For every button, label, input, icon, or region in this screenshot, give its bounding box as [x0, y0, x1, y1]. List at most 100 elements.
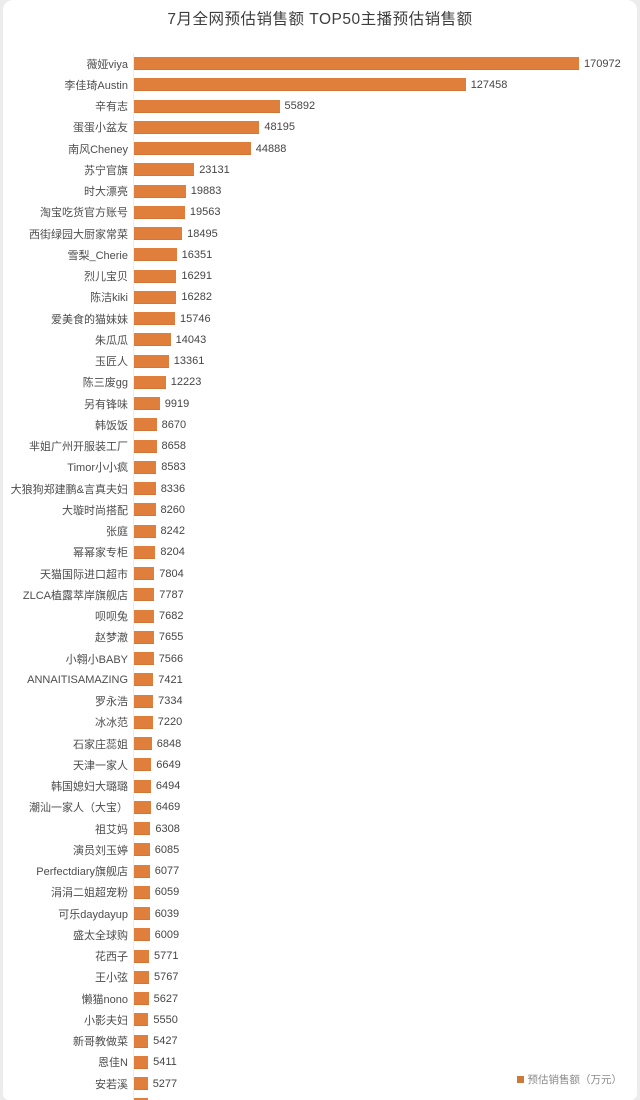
anchor-name-label: 幂幂家专柜 — [73, 547, 128, 560]
bar-row: 大璇时尚搭配 8260 — [3, 499, 637, 521]
bar-row: 玉匠人 13361 — [3, 350, 637, 372]
value-label: 6059 — [154, 886, 180, 899]
bar-row: 小影夫妇 5550 — [3, 1009, 637, 1031]
bar-row: ANNAITISAMAZING 7421 — [3, 669, 637, 691]
bar-row: Perfectdiary旗舰店 6077 — [3, 860, 637, 882]
bar-row: 芈姐广州开服装工厂 8658 — [3, 435, 637, 457]
bar-area: 7804 — [133, 563, 637, 585]
bar-area — [133, 1094, 637, 1100]
value-label: 7220 — [157, 716, 183, 729]
bar-area: 8204 — [133, 541, 637, 563]
value-label: 5277 — [152, 1077, 178, 1090]
bar-row: 陈三废gg 12223 — [3, 371, 637, 393]
bar-area: 8658 — [133, 435, 637, 457]
value-bar — [134, 524, 156, 538]
value-label: 6039 — [154, 907, 180, 920]
anchor-name-label: 朱瓜瓜 — [95, 334, 128, 347]
value-bar — [134, 630, 154, 644]
value-label: 5627 — [153, 992, 179, 1005]
bar-area: 14043 — [133, 329, 637, 351]
bar-area: 6059 — [133, 881, 637, 903]
anchor-name-label: 大璇时尚搭配 — [62, 504, 128, 517]
bar-area: 8336 — [133, 478, 637, 500]
value-bar — [134, 737, 152, 751]
value-label: 55892 — [284, 100, 316, 113]
value-label: 48195 — [264, 121, 295, 134]
bar-area: 5411 — [133, 1051, 637, 1073]
chart-card: 7月全网预估销售额 TOP50主播预估销售额 薇娅viya 170972 李佳琦… — [3, 0, 637, 1100]
value-label: 6848 — [156, 737, 182, 750]
value-label: 170972 — [584, 57, 621, 70]
value-bar — [134, 120, 260, 134]
bar-row: 祖艾妈 6308 — [3, 818, 637, 840]
anchor-name-label: 陈三废gg — [82, 377, 128, 390]
anchor-name-label: 石家庄蕊姐 — [73, 738, 128, 751]
bar-area: 7682 — [133, 605, 637, 627]
bar-area: 7787 — [133, 584, 637, 606]
bar-area: 7566 — [133, 648, 637, 670]
bar-row: 幂幂家专柜 8204 — [3, 541, 637, 563]
bar-area: 18495 — [133, 223, 637, 245]
anchor-name-label: Timor小小疯 — [67, 462, 128, 475]
anchor-name-label: 李佳琦Austin — [64, 79, 128, 92]
bar-row: 时大漂亮 19883 — [3, 180, 637, 202]
anchor-name-label: 小影夫妇 — [84, 1014, 128, 1027]
legend: 预估销售额（万元） — [514, 1071, 624, 1088]
anchor-name-label: 时大漂亮 — [84, 186, 128, 199]
value-bar — [134, 397, 160, 411]
bar-row: 爱美食的猫妹妹 15746 — [3, 308, 637, 330]
anchor-name-label: 爱美食的猫妹妹 — [51, 313, 128, 326]
anchor-name-label: 玉匠人 — [95, 356, 128, 369]
value-label: 7787 — [159, 588, 184, 601]
bar-row: 演员刘玉婷 6085 — [3, 839, 637, 861]
anchor-name-label: 演员刘玉婷 — [73, 844, 128, 857]
anchor-name-label: 懒猫nono — [81, 993, 128, 1006]
bar-area: 44888 — [133, 138, 637, 160]
bar-area: 13361 — [133, 350, 637, 372]
value-bar — [134, 652, 154, 666]
anchor-name-label: 天猫国际进口超市 — [40, 568, 128, 581]
value-label: 6009 — [154, 928, 180, 941]
bar-area: 8583 — [133, 456, 637, 478]
anchor-name-label: 淘宝吃货官方账号 — [40, 207, 128, 220]
value-bar — [134, 354, 169, 368]
anchor-name-label: 辛有志 — [95, 101, 128, 114]
bar-row: 张庭 8242 — [3, 520, 637, 542]
value-label: 13361 — [173, 355, 205, 368]
bar-row: 另有锋味 9919 — [3, 393, 637, 415]
bar-row: 南风Cheney 44888 — [3, 138, 637, 160]
value-label: 5771 — [154, 950, 179, 963]
bar-rows-container: 薇娅viya 170972 李佳琦Austin 127458 辛有志 55892… — [3, 53, 637, 1100]
bar-row: ZLCA植露萃岸旗舰店 7787 — [3, 584, 637, 606]
bar-area: 6085 — [133, 839, 637, 861]
anchor-name-label: 另有锋味 — [84, 398, 128, 411]
bar-area: 9919 — [133, 393, 637, 415]
bar-area: 6009 — [133, 924, 637, 946]
value-bar — [134, 205, 185, 219]
value-label: 8336 — [160, 482, 186, 495]
bar-row: 呗呗兔 7682 — [3, 605, 637, 627]
anchor-name-label: 烈儿宝贝 — [84, 271, 128, 284]
value-bar — [134, 545, 156, 559]
value-bar — [134, 992, 149, 1006]
value-bar — [134, 460, 157, 474]
value-bar — [134, 290, 177, 304]
value-bar — [134, 418, 157, 432]
value-label: 6469 — [155, 801, 181, 814]
anchor-name-label: 新哥教做菜 — [73, 1036, 128, 1049]
anchor-name-label: 陈洁kiki — [90, 292, 128, 305]
value-label: 8658 — [161, 440, 186, 453]
value-bar — [134, 864, 150, 878]
value-label: 7566 — [158, 652, 184, 665]
bar-area: 6649 — [133, 754, 637, 776]
value-bar — [134, 99, 280, 113]
value-label: 15746 — [180, 312, 211, 325]
bar-area: 6848 — [133, 733, 637, 755]
bar-row: 大狼狗郑建鹏&言真夫妇 8336 — [3, 478, 637, 500]
bar-row: 朱瓜瓜 14043 — [3, 329, 637, 351]
anchor-name-label: ZLCA植露萃岸旗舰店 — [22, 589, 128, 602]
bar-row — [3, 1094, 637, 1100]
value-bar — [134, 673, 154, 687]
value-bar — [134, 227, 183, 241]
